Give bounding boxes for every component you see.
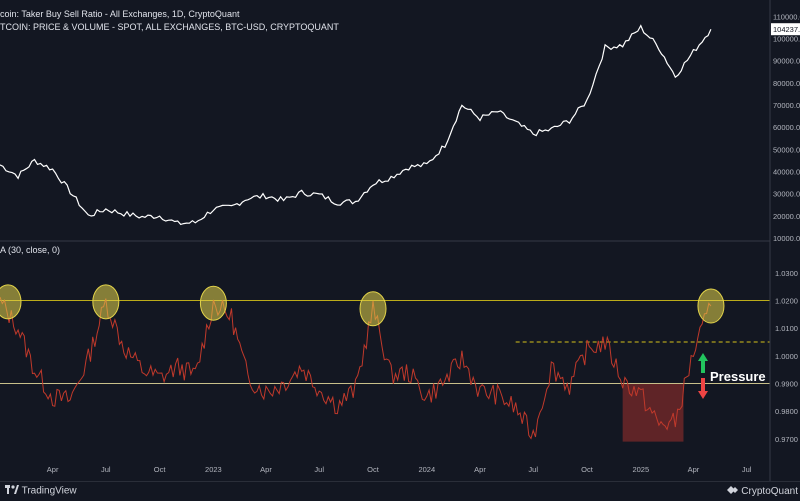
last-price-value: 104237. [773,25,800,34]
peak-highlight-circle [92,284,120,320]
ratio-axis-tick: 0.9700 [775,435,798,444]
x-axis-tick: 2023 [205,465,222,474]
footer-bar: TradingView CryptoQuant [0,481,800,501]
peak-highlight-circle [199,285,227,321]
tradingview-brand[interactable]: TradingView [5,485,77,497]
price-axis-tick: 10000.0 [773,234,800,243]
cryptoquant-logo-icon [726,485,739,498]
price-chart-title: coin: Taker Buy Sell Ratio - All Exchang… [0,9,240,19]
price-axis-tick: 30000.0 [773,190,800,199]
tradingview-label: TradingView [21,485,77,497]
x-axis-tick: Jul [742,465,752,474]
price-axis-tick: 80000.0 [773,79,800,88]
tradingview-logo-icon [5,485,19,497]
ratio-axis-tick: 0.9900 [775,379,798,388]
ratio-pane: 1.0300 1.0200 1.0100 1.0000 0.9900 0.9800 0.97… [0,269,798,444]
x-axis-tick: 2024 [418,465,435,474]
peak-highlight-circle [359,291,387,327]
price-axis-tick: 90000.0 [773,57,800,66]
price-axis-tick: 70000.0 [773,101,800,110]
cryptoquant-label: CryptoQuant [741,486,798,498]
price-pane: 110000.0 100000.0 90000.0 80000.0 70000.0 600… [0,12,800,243]
x-axis: Apr Jul Oct 2023 Apr Jul Oct 2024 Apr Jul Oct 2025 A… [47,465,752,474]
pressure-label: Pressure [710,369,766,384]
ratio-axis-tick: 1.0100 [775,324,798,333]
price-chart-subtitle: TCOIN: PRICE & VOLUME - SPOT, ALL EXCHAN… [0,22,339,32]
peak-highlight-circle [697,288,725,324]
x-axis-tick: 2025 [632,465,649,474]
price-axis-tick: 100000.0 [773,35,800,44]
x-axis-tick: Apr [474,465,486,474]
ratio-axis-tick: 1.0300 [775,269,798,278]
x-axis-tick: Apr [260,465,272,474]
ratio-axis-tick: 0.9800 [775,407,798,416]
price-axis-tick: 20000.0 [773,212,800,221]
arrow-down-icon [698,378,708,399]
taker-ratio-line [0,296,712,440]
x-axis-tick: Oct [367,465,380,474]
x-axis-tick: Jul [314,465,324,474]
x-axis-tick: Jul [528,465,538,474]
price-axis-tick: 60000.0 [773,123,800,132]
x-axis-tick: Oct [154,465,167,474]
x-axis-tick: Jul [101,465,111,474]
ratio-axis-tick: 1.0000 [775,352,798,361]
x-axis-tick: Apr [688,465,700,474]
arrow-up-icon [698,353,708,373]
price-line [0,24,712,226]
price-axis-tick: 40000.0 [773,168,800,177]
indicator-title: A (30, close, 0) [0,245,61,255]
last-price-badge [771,23,800,36]
peak-highlight-circle [0,284,22,320]
cryptoquant-brand[interactable]: CryptoQuant [726,485,798,498]
price-axis-tick: 110000.0 [773,12,800,21]
x-axis-tick: Apr [47,465,59,474]
x-axis-tick: Oct [581,465,594,474]
ratio-axis-tick: 1.0200 [775,296,798,305]
price-axis-tick: 50000.0 [773,145,800,154]
